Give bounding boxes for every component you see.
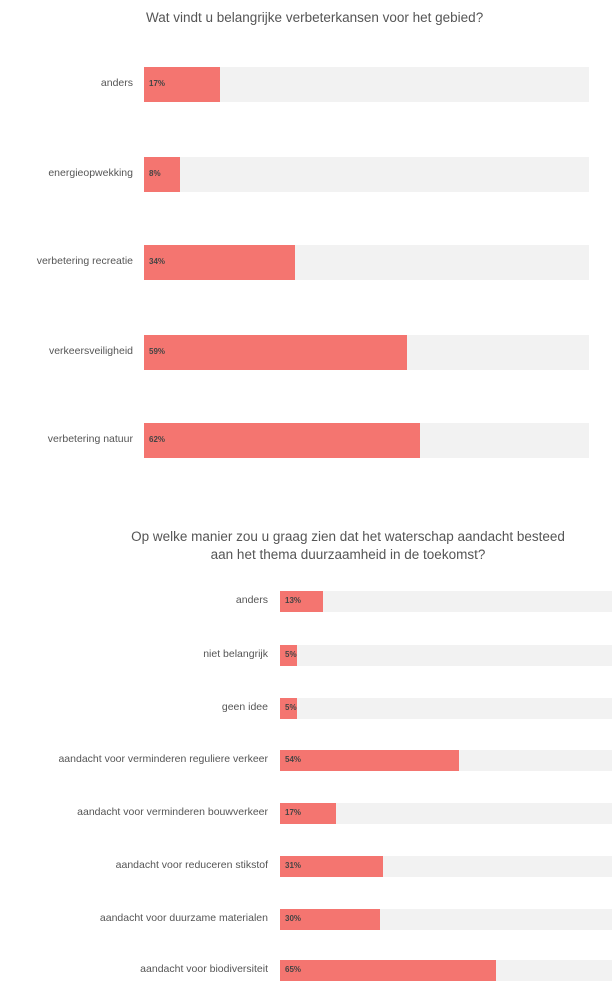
value-label: 34% [149, 257, 166, 266]
category-label: anders [235, 594, 268, 606]
bar-track: 30% [280, 908, 612, 930]
bar [280, 697, 297, 719]
category-label: energieopwekking [48, 167, 133, 179]
category-label: aandacht voor reduceren stikstof [115, 859, 268, 871]
value-label: 59% [149, 347, 166, 356]
bar-track: 54% [280, 749, 612, 771]
value-label: 5% [285, 650, 297, 659]
bar-track: 8% [144, 156, 589, 192]
value-label: 65% [285, 965, 302, 974]
bar-track: 34% [144, 244, 589, 280]
value-label: 17% [285, 808, 302, 817]
bar-track: 5% [280, 644, 612, 666]
category-label: verbetering natuur [47, 433, 133, 445]
bar [280, 855, 383, 877]
bar-track: 31% [280, 855, 612, 877]
bar-track: 65% [280, 959, 612, 981]
bar [280, 908, 380, 930]
bar-track: 17% [144, 66, 589, 102]
value-label: 54% [285, 755, 302, 764]
bar-track: 13% [280, 590, 612, 612]
category-label: aandacht voor verminderen bouwverkeer [77, 806, 268, 818]
bar [280, 749, 460, 771]
value-label: 62% [149, 435, 166, 444]
category-label: aandacht voor biodiversiteit [140, 963, 268, 975]
bar-track: 17% [280, 802, 612, 824]
bar [144, 422, 420, 458]
bar [280, 590, 324, 612]
value-label: 31% [285, 861, 302, 870]
bar [144, 244, 296, 280]
category-label: aandacht voor duurzame materialen [99, 912, 268, 924]
category-label: niet belangrijk [203, 648, 268, 660]
bar-track: 59% [144, 334, 589, 370]
bar [280, 959, 496, 981]
category-label: anders [100, 77, 133, 89]
category-label: verkeersveiligheid [48, 345, 133, 357]
category-label: aandacht voor verminderen reguliere verk… [58, 753, 268, 765]
category-label: geen idee [221, 701, 268, 713]
bar [280, 644, 297, 666]
bar-track: 62% [144, 422, 589, 458]
bar [280, 802, 337, 824]
bar [144, 66, 220, 102]
bar [144, 334, 407, 370]
bar [144, 156, 180, 192]
value-label: 30% [285, 914, 302, 923]
value-label: 17% [149, 79, 166, 88]
category-label: verbetering recreatie [36, 255, 133, 267]
bar-track: 5% [280, 697, 612, 719]
value-label: 13% [285, 596, 302, 605]
value-label: 5% [285, 703, 297, 712]
chart-title: Wat vindt u belangrijke verbeterkansen v… [146, 10, 484, 25]
value-label: 8% [149, 169, 161, 178]
chart-title: Op welke manier zou u graag zien dat het… [131, 529, 565, 562]
